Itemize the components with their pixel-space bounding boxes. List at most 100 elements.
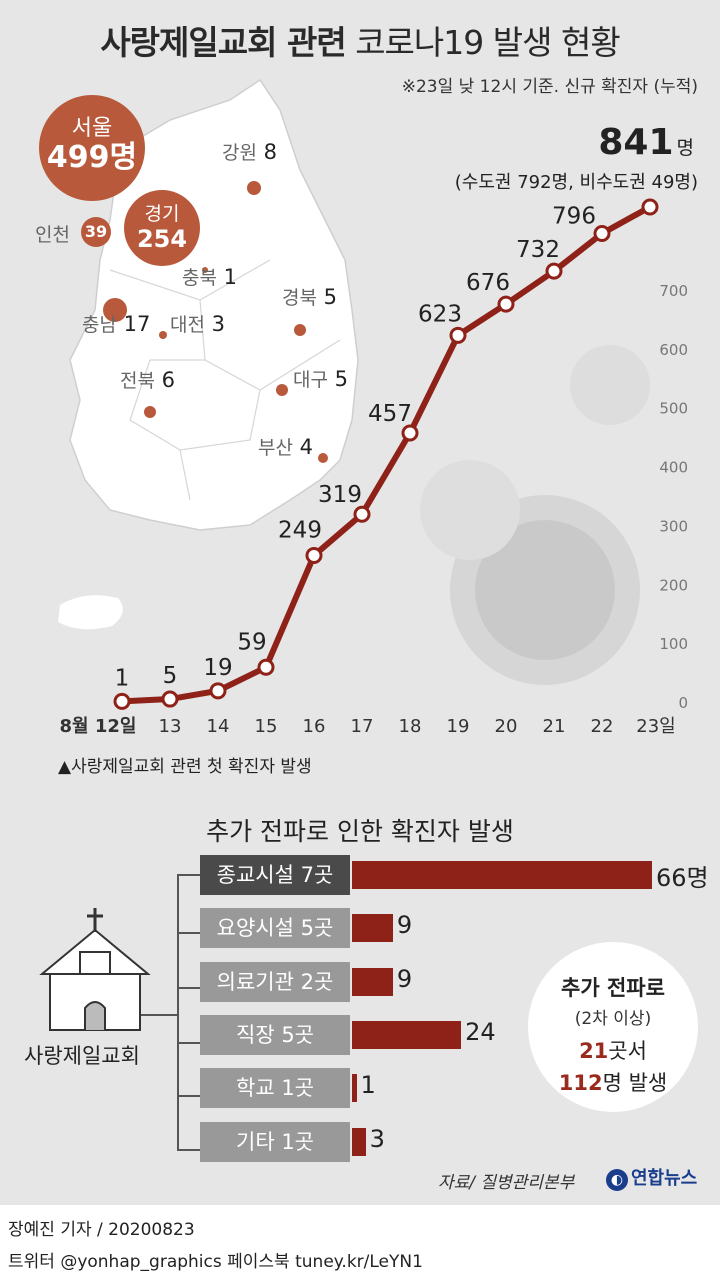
x-tick-label: 16 xyxy=(303,716,326,737)
bar xyxy=(352,914,393,942)
map-value-3: 39 xyxy=(84,222,108,241)
x-tick-label: 21 xyxy=(543,716,566,737)
x-tick-label: 22 xyxy=(591,716,614,737)
data-label: 796 xyxy=(552,203,596,229)
data-label: 1 xyxy=(115,665,130,691)
map-bubble-9 xyxy=(144,406,156,418)
x-tick-label: 14 xyxy=(207,716,230,737)
map-bubble-7 xyxy=(159,331,167,339)
bar xyxy=(352,861,652,889)
x-tick-label: 18 xyxy=(399,716,422,737)
bar-category-label: 요양시설 5곳 xyxy=(200,908,350,948)
map-label-6: 충남 17 xyxy=(82,312,151,336)
bar-category-label: 종교시설 7곳 xyxy=(200,855,350,895)
korea-map xyxy=(58,78,359,630)
x-tick-label: 8월 12일 xyxy=(60,716,137,737)
data-label: 59 xyxy=(237,629,266,655)
bar-chart-title: 추가 전파로 인한 확진자 발생 xyxy=(206,817,514,846)
yonhap-logo-icon: ◐ xyxy=(606,1169,628,1191)
data-label: 19 xyxy=(203,655,232,681)
x-tick-label: 19 xyxy=(447,716,470,737)
total-breakdown: (수도권 792명, 비수도권 49명) xyxy=(454,172,698,193)
data-label: 5 xyxy=(163,663,178,689)
jeju-island-shape xyxy=(58,595,123,630)
map-bubble-5 xyxy=(202,267,208,273)
bar-category-label: 의료기관 2곳 xyxy=(200,962,350,1002)
bar-category-label: 직장 5곳 xyxy=(200,1015,350,1055)
data-point xyxy=(305,546,323,564)
y-tick-label: 600 xyxy=(659,341,688,359)
data-point xyxy=(161,690,179,708)
map-label-8: 경북 5 xyxy=(282,285,338,309)
map-label-5: 충북 1 xyxy=(182,265,238,289)
y-tick-label: 500 xyxy=(659,400,688,418)
data-point xyxy=(257,658,275,676)
first-case-note: ▲사랑제일교회 관련 첫 확진자 발생 xyxy=(58,757,312,777)
social-links: 트위터 @yonhap_graphics 페이스북 tuney.kr/LeYN1 xyxy=(8,1252,423,1272)
bar xyxy=(352,1128,366,1156)
bar-value-label: 24 xyxy=(465,1018,496,1046)
data-point xyxy=(641,198,659,216)
map-bubble-6 xyxy=(103,298,127,322)
x-tick-label: 13 xyxy=(159,716,182,737)
x-tick-label: 15 xyxy=(255,716,278,737)
tree-connector xyxy=(39,874,200,1151)
data-point xyxy=(593,224,611,242)
virus-decoration xyxy=(420,345,650,685)
spread-summary-circle: 추가 전파로 (2차 이상) 21곳서 112명 발생 xyxy=(528,942,698,1112)
data-point xyxy=(497,295,515,313)
y-tick-label: 300 xyxy=(659,517,688,535)
bar-category-label: 기타 1곳 xyxy=(200,1122,350,1162)
map-label-11: 부산 4 xyxy=(258,435,314,459)
bar xyxy=(352,968,393,996)
yonhap-logo: ◐ 연합뉴스 xyxy=(606,1164,697,1191)
bar-value-label: 9 xyxy=(396,911,413,939)
bar-value-label: 66명 xyxy=(656,864,709,892)
data-label: 732 xyxy=(516,237,560,263)
data-point xyxy=(113,692,131,710)
korea-peninsula-shape xyxy=(69,78,359,531)
data-point xyxy=(545,262,563,280)
data-label: 319 xyxy=(318,482,362,508)
map-label-2: 경기 254 xyxy=(136,203,188,253)
map-label-4: 강원 8 xyxy=(222,140,278,164)
church-label: 사랑제일교회 xyxy=(24,1044,140,1068)
data-label: 457 xyxy=(368,401,412,427)
page-title: 사랑제일교회 관련 코로나19 발생 현황 xyxy=(100,23,620,62)
province-borders xyxy=(109,259,341,501)
map-label-9: 전북 6 xyxy=(120,368,176,392)
x-tick-label: 23일 xyxy=(636,716,675,737)
data-label: 676 xyxy=(466,270,510,296)
data-point xyxy=(353,505,371,523)
map-label-7: 대전 3 xyxy=(170,312,226,336)
map-bubble-10 xyxy=(276,384,288,396)
total-count: 841 명 xyxy=(598,122,694,163)
y-tick-label: 200 xyxy=(659,576,688,594)
bar-value-label: 3 xyxy=(369,1125,385,1153)
map-label-1: 서울 499명 xyxy=(46,116,138,176)
x-tick-label: 20 xyxy=(495,716,518,737)
church-icon xyxy=(39,908,151,1031)
bar-value-label: 9 xyxy=(396,965,413,993)
data-label: 623 xyxy=(418,301,462,327)
source-note: 자료/ 질병관리본부 xyxy=(438,1173,575,1193)
map-label-3: 인천 xyxy=(35,224,70,246)
map-bubble-8 xyxy=(294,324,306,336)
map-bubble-4 xyxy=(247,181,261,195)
y-tick-label: 0 xyxy=(678,694,688,712)
data-point xyxy=(449,326,467,344)
data-label: 249 xyxy=(278,517,322,543)
bar-value-label: 1 xyxy=(360,1071,376,1099)
map-label-10: 대구 5 xyxy=(293,367,349,391)
bar-category-label: 학교 1곳 xyxy=(200,1068,350,1108)
bar xyxy=(352,1074,357,1102)
data-point xyxy=(209,682,227,700)
bar xyxy=(352,1021,462,1049)
x-tick-label: 17 xyxy=(351,716,374,737)
y-tick-label: 100 xyxy=(659,635,688,653)
map-bubble-1 xyxy=(39,95,145,201)
map-bubble-11 xyxy=(318,453,328,463)
byline: 장예진 기자 / 20200823 xyxy=(8,1220,195,1240)
map-bubble-3 xyxy=(81,217,111,247)
